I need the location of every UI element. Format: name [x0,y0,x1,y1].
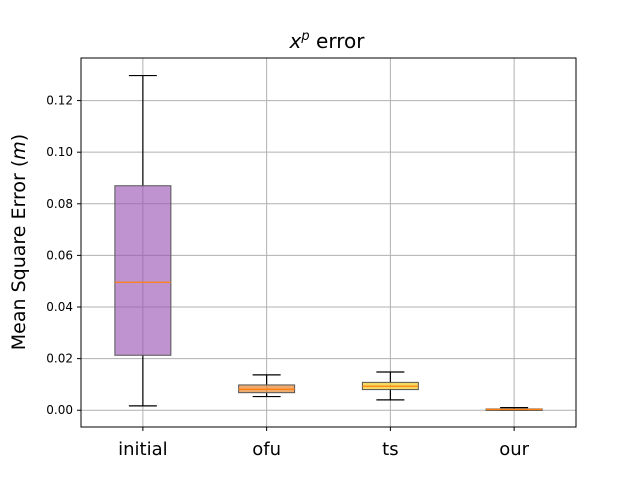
y-tick-label: 0.08 [46,197,73,211]
y-tick-label: 0.06 [46,248,73,262]
y-axis-label-close: ) [8,134,30,141]
box-initial [114,74,172,407]
box-series [114,74,543,411]
x-tick-label: our [499,439,529,460]
y-axis-label: Mean Square Error (m) [8,134,30,350]
box-ts [361,371,419,401]
x-axis-ticks: initial ofu ts our [118,427,530,460]
x-tick-label: initial [118,439,168,460]
y-axis-ticks: 0.00 0.02 0.04 0.06 0.08 0.10 0.12 [46,94,81,417]
box-body [114,185,172,356]
y-tick-label: 0.10 [46,145,73,159]
box-our [485,407,543,411]
y-axis-label-unit: m [8,141,30,160]
box-ofu [238,374,296,398]
y-tick-label: 0.04 [46,300,73,314]
chart-title: xp error [289,29,366,53]
y-tick-label: 0.00 [46,403,73,417]
chart-title-base: x [289,29,302,53]
chart-title-superscript: p [300,29,309,44]
plot-frame [80,57,577,428]
y-axis-label-main: Mean Square Error ( [8,160,30,351]
x-tick-label: ofu [252,439,281,460]
x-tick-label: ts [382,439,398,460]
y-tick-label: 0.12 [46,94,73,108]
y-tick-label: 0.02 [46,352,73,366]
chart-title-rest: error [310,29,366,53]
